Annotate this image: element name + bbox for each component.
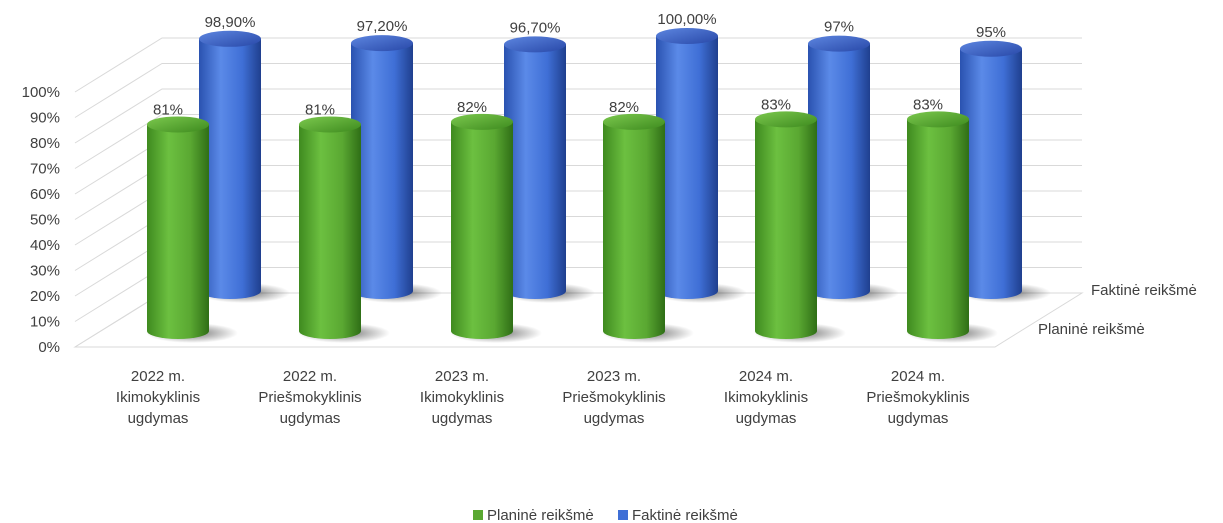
bar-planine-top	[299, 116, 361, 133]
y-tick-label: 90%	[30, 110, 60, 127]
bar-faktine-top	[504, 36, 566, 53]
y-tick-label: 0%	[38, 339, 60, 356]
bar-faktine-body	[351, 43, 413, 299]
bar-planine-top	[147, 116, 209, 133]
bar-faktine	[199, 30, 261, 300]
data-label-faktine: 96,70%	[510, 19, 561, 36]
gridline	[74, 88, 1082, 144]
y-tick-label: 50%	[30, 212, 60, 229]
data-label-planine: 82%	[609, 99, 639, 116]
bar-planine-top	[603, 113, 665, 130]
bar-planine	[603, 113, 665, 340]
y-tick-label: 30%	[30, 263, 60, 280]
bar-planine-body	[451, 121, 513, 340]
bar-planine-body	[147, 124, 209, 339]
bar-faktine-body	[960, 48, 1022, 299]
legend-label: Faktinė reikšmė	[632, 507, 738, 523]
x-axis: 2022 m. Ikimokyklinis ugdymas 2022 m. Priešm…	[116, 368, 970, 427]
data-label-planine: 81%	[153, 101, 183, 118]
y-tick-label: 100%	[22, 84, 60, 101]
legend-label: Planinė reikšmė	[487, 507, 594, 523]
bar-faktine-body	[808, 43, 870, 300]
bar-planine-body	[907, 119, 969, 339]
data-label-planine: 83%	[913, 96, 943, 113]
bar-planine-body	[603, 121, 665, 340]
gridline	[74, 37, 1082, 93]
data-label-planine: 83%	[761, 96, 791, 113]
bar-planine	[907, 111, 969, 339]
x-category-label: 2023 m. Priešmokyklinis ugdymas	[562, 368, 665, 427]
bar-faktine	[960, 40, 1022, 299]
series-faktine	[199, 28, 1022, 300]
data-label-planine: 82%	[457, 99, 487, 116]
bar-faktine	[656, 28, 718, 299]
y-tick-label: 10%	[30, 314, 60, 331]
bar-faktine	[351, 35, 413, 299]
gridline	[74, 63, 1082, 118]
bar-planine-body	[755, 119, 817, 339]
bar-faktine	[808, 35, 870, 300]
bar-planine-top	[907, 111, 969, 128]
legend: Planinė reikšmė Faktinė reikšmė	[473, 507, 738, 523]
bar-faktine-body	[656, 36, 718, 299]
x-category-label: 2022 m. Ikimokyklinis ugdymas	[116, 368, 200, 427]
bar-planine	[451, 113, 513, 340]
series-planine	[147, 111, 969, 340]
data-label-faktine: 97,20%	[357, 18, 408, 35]
bar-faktine	[504, 36, 566, 299]
bar-faktine-top	[199, 30, 261, 47]
y-tick-label: 40%	[30, 237, 60, 254]
y-tick-label: 80%	[30, 135, 60, 152]
bar-planine	[755, 111, 817, 339]
bar-faktine-top	[656, 28, 718, 44]
x-category-label: 2024 m. Ikimokyklinis ugdymas	[724, 368, 808, 427]
y-tick-label: 70%	[30, 161, 60, 178]
depth-axis: Planinė reikšmė Faktinė reikšmė	[1038, 282, 1197, 338]
legend-swatch	[473, 510, 483, 520]
bar-faktine-top	[960, 40, 1022, 57]
bar-faktine-top	[351, 35, 413, 52]
y-axis: 0% 10% 20% 30% 40% 50% 60% 70% 80% 90% 100%	[22, 84, 60, 356]
legend-swatch	[618, 510, 628, 520]
bar-planine	[299, 116, 361, 339]
y-tick-label: 20%	[30, 288, 60, 305]
bar-faktine-body	[199, 38, 261, 300]
data-label-faktine: 100,00%	[657, 11, 716, 28]
data-label-faktine: 97%	[824, 19, 854, 36]
data-label-planine: 81%	[305, 101, 335, 118]
x-category-label: 2023 m. Ikimokyklinis ugdymas	[420, 368, 504, 427]
bar-faktine-body	[504, 44, 566, 299]
data-labels: 98,90% 97,20% 96,70% 100,00% 97% 95% 81% 81% 82%…	[153, 11, 1006, 118]
bar-planine	[147, 116, 209, 339]
bar-faktine-top	[808, 35, 870, 52]
data-label-faktine: 98,90%	[205, 14, 256, 31]
bar-planine-top	[451, 113, 513, 130]
depth-axis-label: Planinė reikšmė	[1038, 321, 1145, 338]
x-category-label: 2022 m. Priešmokyklinis ugdymas	[258, 368, 361, 427]
data-label-faktine: 95%	[976, 24, 1006, 41]
bar-planine-top	[755, 111, 817, 128]
depth-axis-label: Faktinė reikšmė	[1091, 282, 1197, 299]
bar-planine-body	[299, 124, 361, 339]
x-category-label: 2024 m. Priešmokyklinis ugdymas	[866, 368, 969, 427]
y-tick-label: 60%	[30, 186, 60, 203]
